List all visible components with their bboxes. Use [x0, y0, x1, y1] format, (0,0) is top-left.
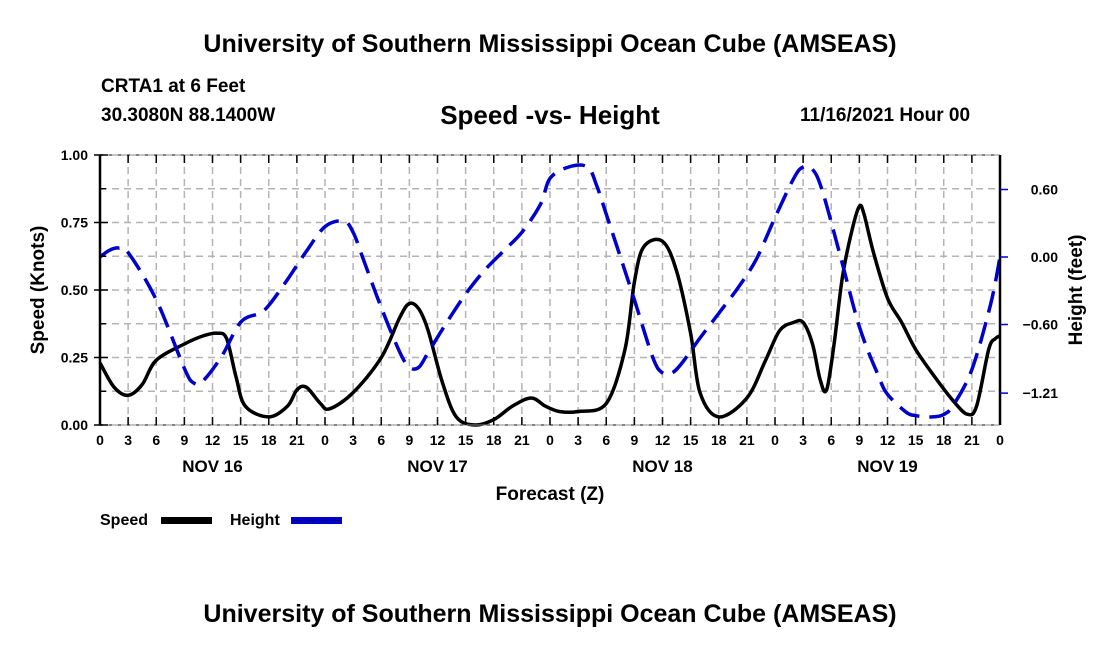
x-day-label: NOV 18: [632, 457, 692, 476]
y2-tick-label: 0.60: [1031, 182, 1058, 198]
x-tick-label: 18: [711, 432, 727, 448]
footer-title: University of Southern Mississippi Ocean…: [203, 600, 897, 628]
x-tick-label: 3: [799, 432, 807, 448]
legend-speed-swatch: [161, 517, 212, 524]
y-tick-label: 0.75: [61, 215, 88, 231]
x-tick-label: 18: [261, 432, 277, 448]
y-tick-label: 1.00: [61, 147, 88, 163]
x-tick-label: 15: [233, 432, 249, 448]
y-tick-label: 0.50: [61, 282, 88, 298]
x-tick-label: 0: [546, 432, 554, 448]
x-tick-label: 6: [377, 432, 385, 448]
x-tick-label: 9: [630, 432, 638, 448]
y-tick-label: 0.25: [61, 350, 88, 366]
main-title: University of Southern Mississippi Ocean…: [203, 30, 897, 58]
x-tick-label: 21: [739, 432, 755, 448]
x-tick-label: 12: [880, 432, 896, 448]
coordinates-label: 30.3080N 88.1400W: [101, 105, 276, 126]
x-axis-title: Forecast (Z): [496, 484, 605, 505]
legend-speed-label: Speed: [100, 512, 148, 529]
chart-subtitle: Speed -vs- Height: [440, 100, 660, 130]
x-tick-label: 3: [124, 432, 132, 448]
x-tick-label: 3: [574, 432, 582, 448]
grid-lines: [100, 155, 1000, 425]
legend-height-label: Height: [230, 512, 280, 529]
legend: Speed Height: [100, 512, 342, 529]
x-tick-label: 9: [405, 432, 413, 448]
series-lines: [98, 163, 1002, 427]
x-tick-label: 21: [289, 432, 305, 448]
y-tick-label: 0.00: [61, 417, 88, 433]
station-label: CRTA1 at 6 Feet: [101, 76, 246, 97]
x-tick-label: 21: [964, 432, 980, 448]
x-day-label: NOV 17: [407, 457, 467, 476]
y2-tick-label: −0.60: [1023, 317, 1059, 333]
x-tick-label: 6: [827, 432, 835, 448]
x-tick-label: 0: [321, 432, 329, 448]
x-tick-label: 18: [486, 432, 502, 448]
x-tick-label: 3: [349, 432, 357, 448]
x-tick-label: 12: [430, 432, 446, 448]
x-tick-label: 0: [96, 432, 104, 448]
x-tick-label: 12: [655, 432, 671, 448]
legend-height-swatch: [291, 517, 342, 524]
series-line-height: [98, 163, 1002, 419]
forecast-datestamp: 11/16/2021 Hour 00: [800, 105, 971, 126]
axes: [94, 154, 1008, 426]
series-line-speed: [98, 203, 1001, 427]
x-tick-label: 6: [602, 432, 610, 448]
x-tick-label: 0: [771, 432, 779, 448]
x-day-label: NOV 19: [857, 457, 917, 476]
x-tick-label: 21: [514, 432, 530, 448]
x-tick-label: 9: [855, 432, 863, 448]
x-day-label: NOV 16: [182, 457, 242, 476]
x-tick-label: 15: [458, 432, 474, 448]
axis-labels: Forecast (Z) Speed (Knots) Height (feet)…: [28, 147, 1087, 505]
x-tick-label: 0: [996, 432, 1004, 448]
y2-tick-label: 0.00: [1031, 249, 1058, 265]
x-tick-label: 15: [908, 432, 924, 448]
y-axis-title: Speed (Knots): [28, 226, 49, 355]
x-tick-label: 6: [152, 432, 160, 448]
x-tick-label: 12: [205, 432, 221, 448]
y2-axis-title: Height (feet): [1066, 235, 1087, 346]
y2-tick-label: −1.21: [1023, 385, 1059, 401]
x-tick-label: 18: [936, 432, 952, 448]
x-tick-label: 15: [683, 432, 699, 448]
x-tick-label: 9: [180, 432, 188, 448]
